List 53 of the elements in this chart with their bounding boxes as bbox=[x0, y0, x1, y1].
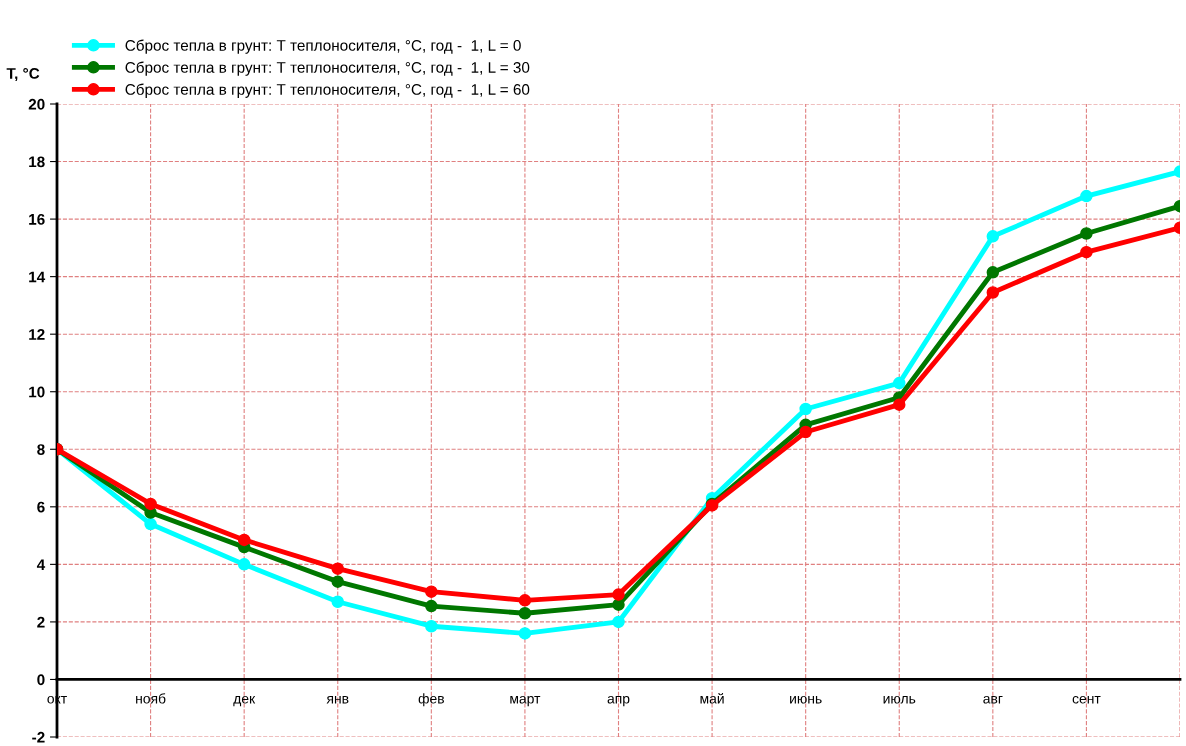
y-tick-label: 0 bbox=[37, 674, 45, 686]
point bbox=[331, 595, 345, 609]
point bbox=[1080, 227, 1093, 240]
y-tick-label: 16 bbox=[29, 213, 45, 225]
y-tick-label: 12 bbox=[29, 329, 45, 340]
point bbox=[425, 585, 438, 598]
x-tick-label: нояб bbox=[136, 693, 166, 704]
x-tick-label: авг bbox=[983, 695, 1003, 704]
x-tick-label: сент bbox=[1072, 695, 1101, 704]
x-tick-label: дек bbox=[233, 695, 256, 707]
point bbox=[425, 619, 438, 633]
point bbox=[612, 588, 625, 601]
point bbox=[425, 599, 438, 613]
point bbox=[144, 497, 157, 511]
x-tick-label: март bbox=[510, 695, 541, 707]
point bbox=[518, 607, 532, 620]
point bbox=[1080, 245, 1093, 259]
point bbox=[237, 558, 251, 571]
y-tick-label: 8 bbox=[37, 444, 45, 455]
x-tick-label: июнь bbox=[790, 695, 822, 704]
point bbox=[799, 425, 812, 439]
point bbox=[237, 533, 251, 547]
y-tick-label: 6 bbox=[37, 501, 45, 513]
point bbox=[892, 398, 906, 411]
point bbox=[986, 266, 1000, 279]
point bbox=[612, 615, 625, 629]
point bbox=[144, 517, 157, 531]
point bbox=[331, 562, 345, 575]
x-tick-label: июль bbox=[883, 695, 916, 704]
legend-label: Сброс тепла в грунт: Т теплоносителя, °С, год - 1, L = 60 bbox=[125, 83, 530, 98]
point bbox=[986, 286, 1000, 299]
point bbox=[799, 402, 812, 416]
legend-label: Сброс тепла в грунт: Т теплоносителя, °С, год - 1, L = 0 bbox=[125, 39, 521, 54]
x-tick-label: май bbox=[700, 693, 724, 704]
y-axis-title: T, °C bbox=[6, 68, 40, 82]
y-tick-label: 14 bbox=[29, 271, 46, 283]
point bbox=[612, 598, 625, 611]
x-tick-label: янв bbox=[326, 696, 349, 704]
x-tick-label: апр bbox=[607, 695, 630, 707]
y-tick-label: -2 bbox=[32, 731, 45, 743]
y-tick-label: 2 bbox=[37, 616, 45, 628]
point bbox=[892, 376, 906, 390]
legend-label: Сброс тепла в грунт: Т теплоносителя, °С, год - 1, L = 30 bbox=[125, 61, 530, 76]
point bbox=[986, 230, 1000, 243]
y-tick-label: 20 bbox=[28, 98, 45, 110]
y-tick-label: 18 bbox=[29, 156, 45, 168]
y-tick-label: 10 bbox=[29, 386, 45, 398]
point bbox=[518, 627, 532, 640]
point bbox=[331, 575, 345, 588]
point bbox=[1080, 189, 1093, 203]
point bbox=[518, 594, 532, 607]
y-tick-label: 4 bbox=[36, 559, 46, 570]
x-tick-label: фев bbox=[418, 693, 444, 707]
